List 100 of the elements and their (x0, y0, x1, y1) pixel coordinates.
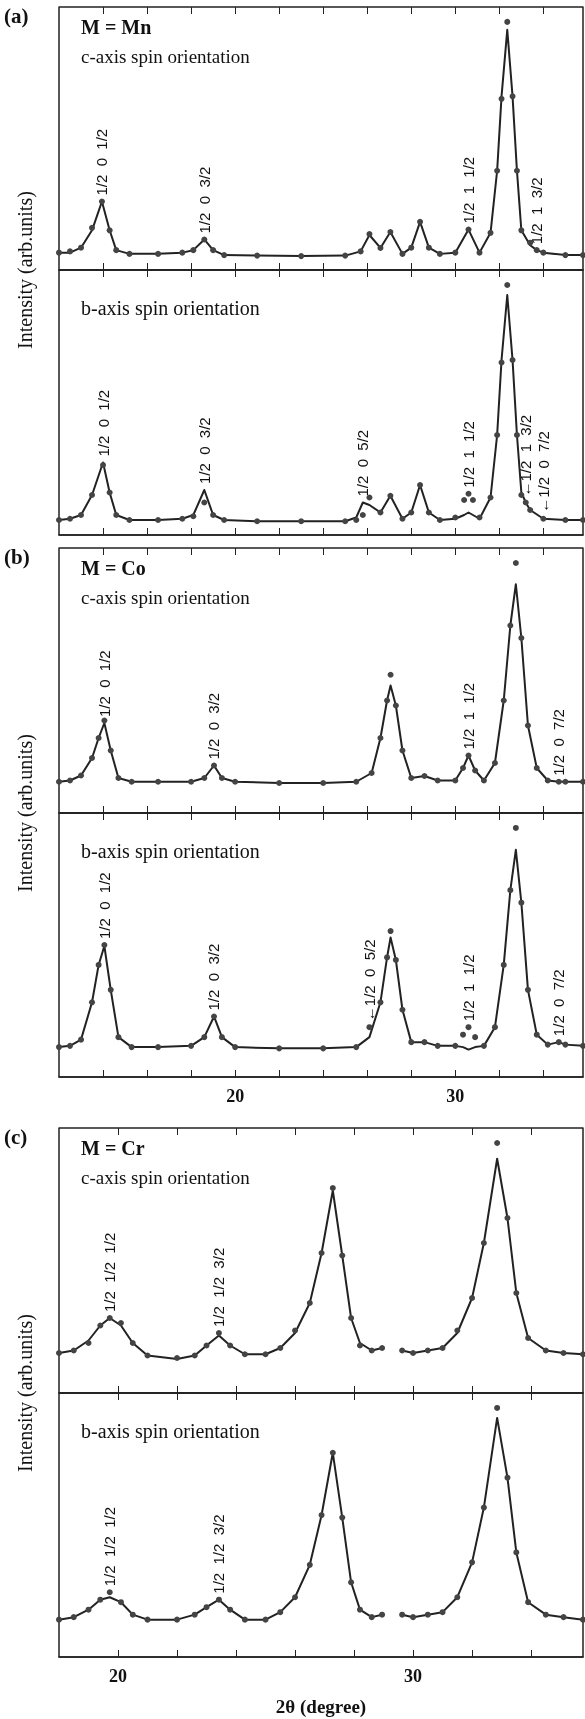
point (211, 762, 217, 769)
point (555, 1039, 562, 1046)
point (533, 765, 540, 771)
point (513, 432, 520, 438)
point (480, 777, 487, 784)
point (487, 494, 494, 501)
point (399, 1611, 406, 1618)
point (366, 231, 373, 238)
point (452, 1042, 459, 1049)
point (126, 517, 133, 523)
point (439, 1609, 446, 1616)
point (191, 1611, 198, 1618)
x-tick-label: 20 (226, 1086, 245, 1106)
point (203, 1604, 210, 1611)
point (190, 247, 197, 254)
point (377, 735, 384, 741)
point (533, 247, 540, 254)
point (320, 780, 327, 786)
point (70, 1347, 77, 1354)
annotation: 1/2 1 1/2 (460, 156, 478, 224)
point (98, 198, 105, 205)
point (504, 1215, 511, 1221)
point (491, 760, 498, 766)
point (379, 1611, 386, 1618)
point (113, 247, 120, 254)
point (512, 824, 519, 831)
point (298, 253, 305, 260)
text: (c) (4, 1124, 28, 1149)
point (542, 1611, 549, 1618)
point (392, 956, 399, 963)
text: c-axis spin orientation (81, 46, 251, 67)
point (89, 224, 96, 231)
point (357, 248, 364, 255)
text: b-axis spin orientation (81, 840, 260, 863)
annotation: 1/2 0 1/2 (94, 389, 112, 457)
annotation: 1/2 0 1/2 (95, 650, 113, 717)
point (89, 999, 96, 1006)
point (399, 515, 406, 522)
point (215, 1330, 222, 1336)
point (276, 1045, 283, 1052)
point (476, 514, 483, 521)
x-axis-title: 2θ (degree) (275, 1696, 367, 1718)
point (117, 1599, 124, 1606)
point (201, 775, 208, 781)
point (201, 1034, 208, 1041)
point (97, 1596, 104, 1603)
annotation: 1/2 0 3/2 (195, 166, 213, 234)
point (465, 490, 472, 497)
point (562, 252, 569, 259)
text: (a) (4, 3, 29, 28)
point (494, 432, 501, 438)
point (540, 249, 547, 256)
point (408, 244, 415, 251)
point (56, 1616, 62, 1623)
point (504, 1474, 511, 1481)
x-tick-label: 30 (446, 1086, 465, 1106)
point (417, 482, 424, 488)
point (525, 1599, 532, 1606)
point (465, 226, 472, 233)
point (480, 1240, 487, 1246)
point (504, 282, 511, 288)
point (174, 1616, 181, 1623)
annotation: 1/2 0 1/2 (95, 872, 113, 939)
point (410, 1350, 417, 1356)
point (106, 1589, 113, 1596)
point (399, 747, 406, 754)
point (436, 517, 443, 523)
point (504, 18, 511, 25)
point (56, 517, 62, 523)
point (155, 1044, 162, 1051)
point (377, 509, 384, 516)
point (533, 1031, 540, 1038)
annotation: ←1/2 0 5/2 (360, 939, 378, 1022)
point (387, 671, 394, 678)
point (155, 778, 162, 785)
point (540, 515, 547, 522)
text: b-axis spin orientation (81, 1420, 260, 1443)
annotation: 1/2 1/2 1/2 (101, 1232, 119, 1312)
point (518, 899, 525, 906)
annotation: 1/2 0 3/2 (205, 692, 223, 760)
point (494, 1404, 501, 1411)
text: c-axis spin orientation (81, 587, 251, 608)
point (494, 1140, 501, 1146)
point (366, 494, 373, 501)
point (318, 1250, 325, 1256)
point (408, 1039, 415, 1046)
point (67, 515, 74, 522)
text: c-axis spin orientation (81, 1167, 251, 1188)
point (277, 1609, 284, 1616)
point (399, 1347, 406, 1354)
point (56, 778, 62, 785)
point (56, 249, 62, 256)
point (100, 462, 107, 468)
point (487, 229, 494, 236)
point (399, 250, 406, 257)
point (408, 775, 415, 781)
point (512, 560, 519, 566)
point (524, 722, 531, 729)
point (107, 986, 114, 993)
point (436, 250, 443, 257)
